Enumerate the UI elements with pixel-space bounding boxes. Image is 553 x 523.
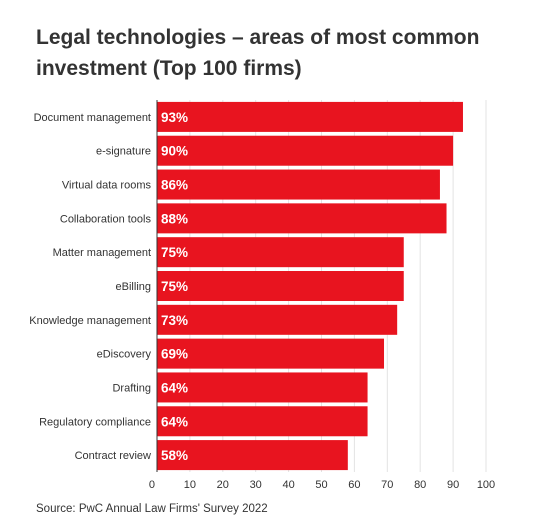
bar bbox=[157, 237, 404, 268]
bar bbox=[157, 271, 404, 301]
bar-value-label: 73% bbox=[161, 313, 188, 328]
bar bbox=[157, 406, 368, 437]
bar-value-label: 69% bbox=[161, 347, 188, 362]
category-label: Drafting bbox=[112, 382, 151, 394]
bar bbox=[157, 203, 447, 234]
bar-value-label: 86% bbox=[161, 178, 188, 193]
x-tick-label: 10 bbox=[184, 479, 196, 491]
bar-value-label: 64% bbox=[161, 414, 188, 429]
category-label: Knowledge management bbox=[29, 315, 151, 327]
bar bbox=[157, 135, 454, 166]
x-tick-label: 80 bbox=[414, 479, 426, 491]
x-tick-label: 60 bbox=[348, 479, 360, 491]
chart-title: Legal technologies – areas of most commo… bbox=[36, 26, 480, 80]
bar-value-label: 58% bbox=[161, 448, 188, 463]
category-label: e-signature bbox=[96, 146, 151, 158]
x-tick-label: 20 bbox=[217, 479, 229, 491]
x-tick-label: 30 bbox=[250, 479, 262, 491]
bar bbox=[157, 372, 368, 403]
chart-source: Source: PwC Annual Law Firms' Survey 202… bbox=[36, 503, 268, 515]
bar-value-label: 64% bbox=[161, 380, 188, 395]
category-label: Regulatory compliance bbox=[39, 416, 151, 428]
bar bbox=[157, 101, 463, 132]
category-label: eDiscovery bbox=[97, 349, 152, 361]
bar bbox=[157, 304, 398, 335]
bar bbox=[157, 169, 440, 200]
x-tick-label: 40 bbox=[282, 479, 294, 491]
category-label: eBilling bbox=[116, 281, 151, 293]
bar-value-label: 88% bbox=[161, 211, 188, 226]
x-tick-label: 100 bbox=[477, 479, 495, 491]
bar-value-label: 93% bbox=[161, 110, 188, 125]
x-tick-label: 50 bbox=[315, 479, 327, 491]
bar-value-label: 75% bbox=[161, 245, 188, 260]
x-tick-label: 0 bbox=[149, 479, 155, 491]
category-label: Collaboration tools bbox=[60, 213, 152, 225]
category-label: Virtual data rooms bbox=[62, 180, 152, 192]
bar bbox=[157, 338, 385, 369]
bar bbox=[157, 440, 348, 471]
x-tick-label: 70 bbox=[381, 479, 393, 491]
category-label: Matter management bbox=[53, 247, 151, 259]
category-label: Document management bbox=[34, 112, 151, 124]
category-label: Contract review bbox=[75, 450, 151, 462]
bar-value-label: 90% bbox=[161, 144, 188, 159]
bar-value-label: 75% bbox=[161, 279, 188, 294]
x-tick-label: 90 bbox=[447, 479, 459, 491]
